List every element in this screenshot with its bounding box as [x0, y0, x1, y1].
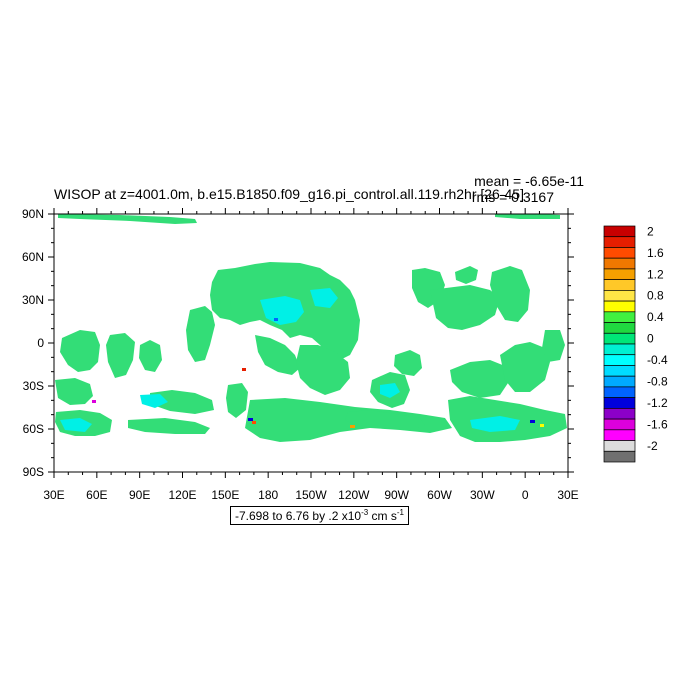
- x-tick-label: 150W: [295, 488, 327, 502]
- rms-label: rms = 0.3167: [471, 189, 554, 205]
- axis-ticks: 30E 60E 90E 120E 150E 180 150W 120W 90W 60W 30W 0 30…: [22, 207, 579, 502]
- colorbar-box: [603, 279, 636, 291]
- y-tick-label: 90S: [23, 465, 44, 479]
- y-tick-label: 30S: [23, 379, 44, 393]
- figure-title: WISOP at z=4001.0m, b.e15.B1850.f09_g16.…: [54, 186, 524, 202]
- x-tick-label: 120E: [168, 488, 196, 502]
- colorbar-label: 0.8: [647, 289, 664, 303]
- colorbar-label: 0: [647, 332, 654, 346]
- x-tick-label: 120W: [338, 488, 370, 502]
- colorbar-label: -0.8: [647, 375, 668, 389]
- colorbar-box: [603, 408, 636, 420]
- x-tick-label: 60E: [86, 488, 107, 502]
- x-tick-label: 180: [258, 488, 278, 502]
- colorbar-box: [603, 290, 636, 302]
- colorbar-box: [603, 225, 636, 238]
- x-tick-label: 30E: [557, 488, 578, 502]
- colorbar-box: [603, 440, 636, 452]
- colorbar-label: -2: [647, 439, 658, 453]
- y-tick-label: 60N: [22, 250, 44, 264]
- y-tick-label: 30N: [22, 293, 44, 307]
- colorbar-label: -0.4: [647, 353, 668, 367]
- colorbar-label: -1.2: [647, 396, 668, 410]
- colorbar-box: [603, 450, 636, 463]
- colorbar-box: [603, 332, 636, 345]
- x-tick-label: 30E: [43, 488, 64, 502]
- x-tick-label: 90E: [129, 488, 150, 502]
- mean-label: mean = -6.65e-11: [474, 173, 584, 189]
- colorbar-label: -1.6: [647, 417, 668, 431]
- x-tick-label: 90W: [384, 488, 409, 502]
- colorbar-box: [603, 322, 636, 334]
- x-tick-label: 60W: [427, 488, 452, 502]
- colorbar-box: [603, 418, 636, 431]
- colorbar-box: [603, 386, 636, 398]
- colorbar-box: [603, 365, 636, 377]
- colorbar-box: [603, 375, 636, 388]
- colorbar-box: [603, 354, 636, 366]
- colorbar-box: [603, 397, 636, 409]
- y-tick-label: 90N: [22, 207, 44, 221]
- x-tick-label: 30W: [470, 488, 495, 502]
- colorbar-box: [603, 311, 636, 323]
- colorbar-box: [603, 429, 636, 441]
- colorbar-label: 1.2: [647, 267, 664, 281]
- colorbar-box: [603, 257, 636, 270]
- colorbar-box: [603, 300, 636, 313]
- y-tick-label: 60S: [23, 422, 44, 436]
- colorbar-label: 1.6: [647, 246, 664, 260]
- colorbar-box: [603, 236, 636, 248]
- y-tick-label: 0: [37, 336, 44, 350]
- data-field: [55, 214, 567, 442]
- colorbar-box: [603, 247, 636, 259]
- colorbar: 2 1.6 1.2 0.8 0.4 0 -0.4 -0.8 -1.2 -1.6 -2: [603, 224, 668, 463]
- colorbar-box: [603, 268, 636, 280]
- x-tick-label: 0: [522, 488, 529, 502]
- colorbar-label: 0.4: [647, 310, 664, 324]
- contour-range-label: -7.698 to 6.76 by .2 x10-3 cm s-1: [230, 506, 410, 525]
- x-tick-label: 150E: [211, 488, 239, 502]
- colorbar-box: [603, 343, 636, 356]
- colorbar-label: 2: [647, 224, 654, 238]
